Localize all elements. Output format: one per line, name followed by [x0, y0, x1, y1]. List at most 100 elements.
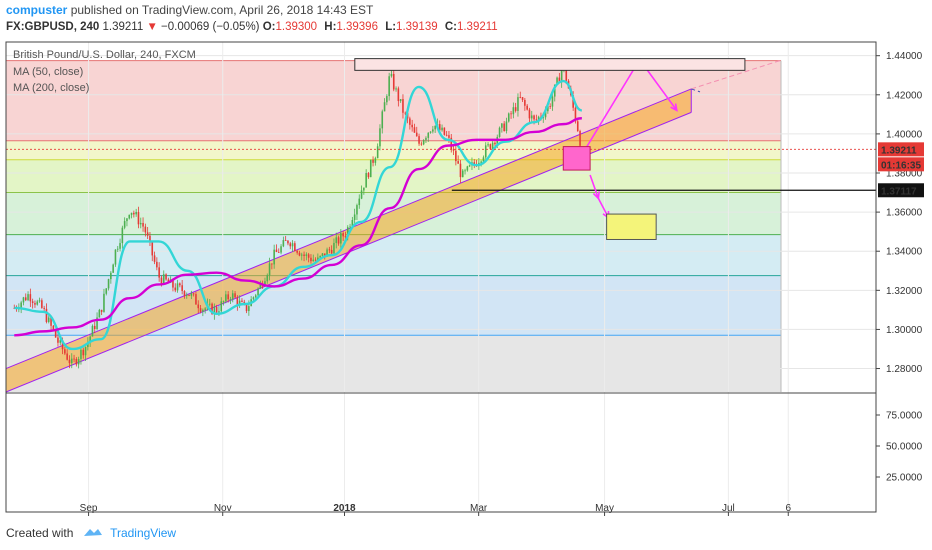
- candle-body: [326, 249, 328, 257]
- candle-body: [277, 251, 280, 253]
- candle-body: [480, 161, 482, 163]
- candle-body: [77, 359, 80, 365]
- publish-text: published on TradingView.com, April 26, …: [70, 3, 374, 17]
- candle-body: [174, 287, 177, 291]
- candle-body: [494, 142, 496, 145]
- price-change: −0.00069 (−0.05%): [161, 21, 260, 33]
- candle-body: [432, 129, 434, 132]
- candle-body: [365, 173, 367, 188]
- candle-body: [507, 113, 510, 122]
- candle-body: [103, 293, 105, 312]
- candle-body: [452, 149, 455, 151]
- candle-body: [323, 253, 326, 257]
- candle-body: [551, 96, 554, 107]
- candle-body: [542, 117, 545, 119]
- candle-body: [512, 107, 515, 115]
- low-value: 1.39139: [396, 21, 438, 33]
- candle-body: [514, 107, 517, 111]
- candle-body: [87, 342, 89, 348]
- candle-body: [489, 144, 492, 149]
- x-tick-label: May: [595, 503, 614, 514]
- candle-body: [282, 240, 285, 247]
- candle-body: [287, 240, 289, 244]
- drawings[interactable]: [6, 58, 876, 240]
- candle-body: [225, 294, 227, 302]
- candle-body: [443, 127, 446, 135]
- candle-body: [89, 336, 91, 343]
- candle-body: [139, 222, 142, 225]
- candle-body: [142, 222, 144, 227]
- level-price-badge: [878, 183, 924, 198]
- candle-body: [448, 135, 450, 138]
- candle-body: [185, 294, 188, 296]
- arrowhead-icon: [670, 103, 678, 112]
- plot-frame: [5, 41, 877, 513]
- ma200-line: [14, 117, 582, 337]
- candle-body: [50, 317, 52, 326]
- candle-body: [358, 198, 361, 206]
- candle-body: [457, 161, 459, 164]
- author-link[interactable]: compuster: [6, 3, 68, 17]
- candle-body: [333, 242, 335, 254]
- x-tick-label: Jul: [722, 503, 735, 514]
- candle-body: [530, 115, 533, 119]
- candle-body: [450, 137, 453, 150]
- candle-body: [162, 274, 165, 284]
- candle-body: [126, 218, 128, 222]
- tradingview-link[interactable]: TradingView: [110, 526, 177, 540]
- candle-body: [388, 76, 390, 97]
- candle-body: [464, 170, 466, 172]
- candle-body: [415, 132, 418, 137]
- candle-body: [80, 349, 82, 360]
- candle-body: [227, 294, 229, 300]
- candle-body: [381, 111, 384, 129]
- candle-body: [183, 291, 186, 296]
- candle-body: [181, 285, 183, 292]
- candle-body: [192, 293, 195, 295]
- candle-body: [96, 317, 98, 330]
- candle-body: [553, 84, 556, 97]
- candle-body: [59, 340, 62, 343]
- close-value: 1.39211: [456, 21, 498, 33]
- candle-body: [360, 190, 363, 199]
- candle-body: [535, 119, 538, 121]
- candle-body: [510, 113, 512, 115]
- down-arrow-icon: ▼: [146, 21, 158, 33]
- symbol-quote-bar: FX:GBPUSD, 240 1.39211 ▼ −0.00069 (−0.05…: [6, 21, 502, 33]
- y-tick-label: 1.32000: [886, 286, 923, 297]
- candle-body: [289, 243, 292, 247]
- open-label: O:: [262, 21, 276, 33]
- candle-body: [335, 237, 338, 243]
- candle-body: [116, 248, 119, 250]
- candle-body: [110, 272, 112, 280]
- candle-body: [234, 293, 236, 298]
- candle-body: [337, 237, 340, 244]
- candle-body: [503, 123, 505, 131]
- candle-body: [179, 283, 181, 286]
- y-tick-label: 1.42000: [886, 90, 923, 101]
- tradingview-logo-icon: [83, 529, 102, 536]
- candle-body: [544, 111, 547, 118]
- ma50-line: [14, 79, 583, 351]
- candle-body: [27, 294, 29, 301]
- candle-body: [91, 325, 94, 337]
- candle-body: [98, 309, 101, 318]
- y-tick-label: 1.38000: [886, 169, 923, 180]
- candle-body: [547, 106, 549, 112]
- candle-body: [560, 70, 563, 83]
- entry-box: [562, 146, 591, 171]
- candle-body: [303, 254, 305, 256]
- candle-body: [202, 309, 204, 312]
- candle-body: [413, 127, 416, 133]
- candle-body: [411, 124, 413, 128]
- candle-body: [558, 77, 561, 83]
- candle-body: [356, 205, 358, 215]
- fib-zone-band: [6, 140, 781, 160]
- candle-body: [579, 131, 581, 146]
- publish-info: compuster published on TradingView.com, …: [6, 3, 373, 17]
- candle-body: [346, 227, 349, 237]
- legend-instrument: British Pound/U.S. Dollar, 240, FXCM: [13, 49, 196, 61]
- candle-body: [574, 107, 577, 122]
- y-tick-label: 1.34000: [886, 247, 923, 258]
